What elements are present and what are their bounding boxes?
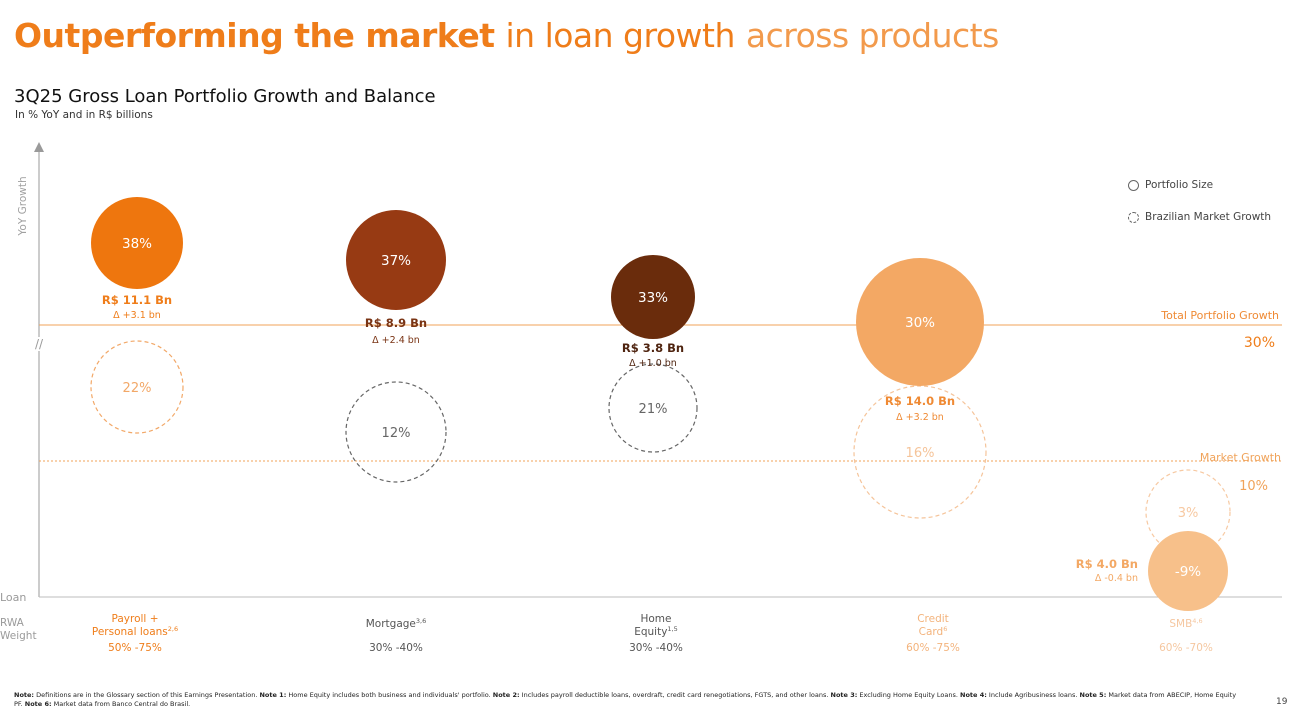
portfolio-growth-value: 38% [122,236,152,252]
footnote-label: Note 2: [492,691,520,699]
y-axis-arrow-icon [34,142,44,152]
axis-break-mark: // [35,337,44,351]
chart-marks: 22% 38% R$ 11.1 Bn Δ +3.1 bn 12% 37% R$ 8.9 Bn… [90,197,1231,611]
balance-label: R$ 4.0 Bn [1076,557,1138,571]
market-growth-value: 21% [639,402,668,417]
market-growth-value: 3% [1178,506,1199,521]
title-regular: in loan growth [505,16,736,55]
page-title: Outperforming the market in loan growth … [14,14,999,58]
market-growth-circle [90,340,184,434]
footnote-text: Home Equity includes both business and i… [288,691,491,699]
footnote-text: Market data from ABECIP, Home Equity PF. [14,691,1237,708]
balance-label: R$ 14.0 Bn [885,394,955,408]
y-axis-label: YoY Growth [17,176,29,236]
rwa-weight-value: 60% -70% [1159,642,1213,654]
portfolio-bubble [611,255,695,339]
dashed-circle-icon [1128,211,1139,223]
footnote-label: Note: [14,691,35,699]
delta-label: Δ +3.1 bn [113,310,161,321]
category-label: Mortgage3,6 [366,617,427,630]
category-label: Card6 [919,625,948,638]
market-growth-value: 10% [1239,479,1268,494]
portfolio-bubble [1148,531,1228,611]
solid-circle-icon [1128,179,1139,191]
balance-label: R$ 3.8 Bn [622,341,684,355]
chart-legend: Portfolio Size Brazilian Market Growth [1128,176,1271,240]
page-number: 19 [1276,697,1288,707]
chart-unit: In % YoY and in R$ billions [15,109,153,121]
footnote-text: Market data from Banco Central do Brasil… [53,699,191,708]
delta-label: Δ -0.4 bn [1095,573,1138,584]
legend-label: Brazilian Market Growth [1145,211,1272,223]
footnote-label: Note 3: [830,691,858,699]
balance-label: R$ 11.1 Bn [102,293,172,307]
category-note: 4,6 [1192,617,1202,625]
footnote-text: Include Agribusiness loans. [988,691,1078,699]
chart-subtitle: 3Q25 Gross Loan Portfolio Growth and Bal… [14,86,436,107]
rwa-label: RWA [0,617,25,629]
category-note: 1,5 [667,625,677,633]
market-growth-circle [345,381,447,483]
footnote-text: Excluding Home Equity Loans. [859,691,958,699]
category-note: 6 [943,625,947,633]
market-growth-value: 16% [906,446,935,461]
rwa-weight-value: 50% -75% [108,642,162,654]
category-label: Personal loans2,6 [92,625,178,638]
portfolio-bubble [856,258,984,386]
category-note: 3,6 [416,617,426,625]
portfolio-growth-value: 37% [381,253,411,269]
footnote-text: Includes payroll deductible loans, overd… [521,691,829,699]
weight-label: Weight [0,630,37,642]
category-label: SMB4,6 [1169,617,1202,630]
delta-label: Δ +3.2 bn [896,412,944,423]
balance-label: R$ 8.9 Bn [365,316,427,330]
footnote-label: Note 4: [960,691,987,699]
footnote-label: Note 1: [259,691,287,699]
category-label: Credit [917,613,949,625]
category-note: 2,6 [168,625,178,633]
legend-item-portfolio-size: Portfolio Size [1128,176,1271,194]
portfolio-growth-value: -9% [1175,564,1201,580]
axis-break-mask [33,337,45,351]
market-growth-circle [608,363,698,453]
footnote: Note: Definitions are in the Glossary se… [14,691,1244,708]
legend-item-market-growth: Brazilian Market Growth [1128,208,1271,226]
portfolio-growth-value: 33% [638,290,668,306]
total-portfolio-growth-label: Total Portfolio Growth [1160,309,1279,322]
portfolio-bubble [91,197,183,289]
category-label: Home [640,613,671,625]
loan-row-label: Loan [0,591,26,604]
footnote-label: Note 5: [1079,691,1107,699]
category-labels: Payroll +Personal loans2,6 50% -75% Mortga… [92,613,1213,654]
footnote-label: Note 6: [24,699,52,708]
total-portfolio-growth-value: 30% [1244,335,1275,351]
portfolio-bubble [346,210,446,310]
delta-label: Δ +2.4 bn [372,335,420,346]
delta-label: Δ +1.0 bn [629,358,677,369]
market-growth-value: 12% [382,426,411,441]
market-growth-value: 22% [123,381,152,396]
category-label: Equity1,5 [634,625,678,638]
rwa-weight-value: 30% -40% [369,642,423,654]
rwa-weight-value: 60% -75% [906,642,960,654]
category-label: Payroll + [112,613,159,625]
title-bold: Outperforming the market [14,16,495,55]
title-light: across products [745,16,999,55]
market-growth-label: Market Growth [1200,451,1281,464]
footnote-text: Definitions are in the Glossary section … [36,691,258,699]
legend-label: Portfolio Size [1145,179,1214,191]
portfolio-growth-value: 30% [905,315,935,331]
rwa-weight-value: 30% -40% [629,642,683,654]
